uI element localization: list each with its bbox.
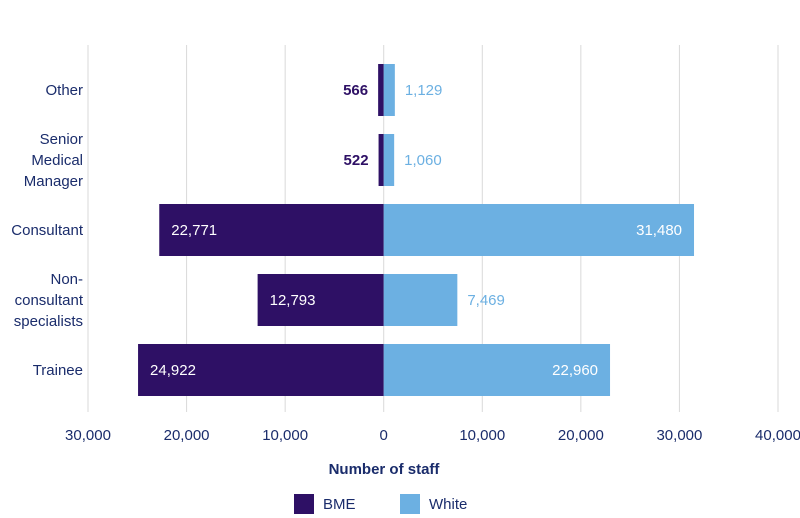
x-tick-label: 10,000: [459, 427, 505, 444]
legend-swatch-white: [400, 494, 420, 514]
legend-label-white: White: [429, 496, 467, 513]
bar-white: [383, 204, 695, 256]
bar-white: [383, 64, 395, 116]
value-label-white: 7,469: [467, 292, 505, 309]
bar-white: [383, 344, 611, 396]
category-label: Trainee: [33, 362, 83, 379]
value-label-white: 22,960: [552, 362, 598, 379]
x-tick-label: 40,000: [755, 427, 800, 444]
x-tick-label: 20,000: [164, 427, 210, 444]
x-tick-labels: 30,000 20,000 10,000 0 10,000 20,000 30,000 40,…: [65, 427, 800, 444]
value-label-bme: 24,922: [150, 362, 196, 379]
legend-label-bme: BME: [323, 496, 356, 513]
bar-bme: [378, 134, 384, 186]
bar-bme: [378, 64, 384, 116]
value-label-bme: 22,771: [171, 222, 217, 239]
bar-bme: [159, 204, 384, 256]
value-label-white: 1,129: [405, 82, 443, 99]
x-tick-label: 20,000: [558, 427, 604, 444]
legend: BME White: [294, 494, 467, 514]
category-label: Senior Medical Manager: [24, 131, 83, 190]
bars: [138, 64, 695, 396]
x-tick-label: 0: [380, 427, 388, 444]
value-label-bme: 522: [344, 152, 369, 169]
bar-white: [383, 274, 458, 326]
value-label-white: 1,060: [404, 152, 442, 169]
value-label-bme: 12,793: [270, 292, 316, 309]
bar-bme: [138, 344, 384, 396]
bar-white: [383, 134, 395, 186]
x-tick-label: 30,000: [65, 427, 111, 444]
x-axis-title: Number of staff: [329, 461, 441, 478]
bar-bme: [257, 274, 384, 326]
x-tick-label: 30,000: [656, 427, 702, 444]
category-label: Non-consultant specialists: [14, 271, 84, 330]
value-label-bme: 566: [343, 82, 368, 99]
value-labels: 566 1,129 522 1,060 22,771 31,480 12,793 7,469 2…: [150, 82, 682, 379]
x-tick-label: 10,000: [262, 427, 308, 444]
category-labels: Other Senior Medical Manager Consultant Non-c…: [11, 82, 84, 379]
legend-swatch-bme: [294, 494, 314, 514]
category-label: Other: [45, 82, 83, 99]
category-label: Consultant: [11, 222, 84, 239]
value-label-white: 31,480: [636, 222, 682, 239]
